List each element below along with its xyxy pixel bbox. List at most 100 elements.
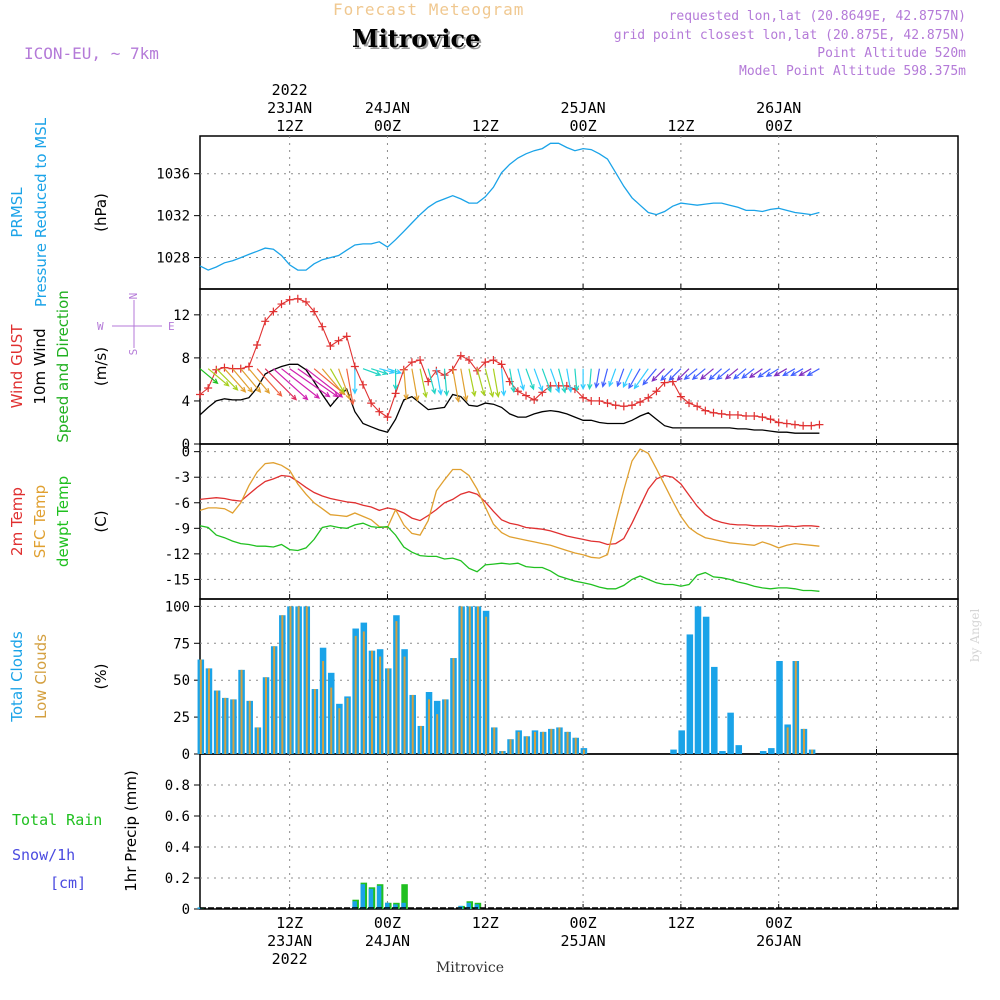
bar-low-clouds (566, 731, 569, 754)
y-tick-label: 100 (165, 599, 190, 615)
bar-total-clouds (719, 751, 726, 754)
wind-vector-arrow (509, 368, 516, 394)
bar-total-clouds (759, 751, 767, 754)
wind-vector-arrow (199, 368, 219, 385)
gust-marker (204, 384, 213, 393)
gust-marker (782, 419, 791, 428)
gust-marker (636, 398, 645, 407)
gust-marker (799, 421, 808, 430)
bar-snow (474, 904, 480, 909)
gust-marker (807, 421, 816, 430)
wind-vector-arrow (346, 368, 355, 406)
gust-marker (766, 415, 775, 424)
bottom-time-label: 00Z (570, 914, 597, 932)
wind-vector-arrow (633, 368, 649, 390)
top-time-label: 00Z (374, 117, 401, 135)
bar-low-clouds (240, 669, 243, 754)
bar-snow (393, 904, 398, 909)
bar-total-clouds (776, 661, 783, 754)
bar-snow (466, 902, 472, 909)
y-tick-label: -15 (165, 572, 190, 588)
wind-vector-arrow (338, 368, 351, 401)
bar-low-clouds (452, 658, 455, 754)
bar-low-clouds (582, 749, 585, 754)
precip-axis-label: 1hr Precip (mm) (122, 770, 140, 891)
bar-low-clouds (379, 656, 382, 754)
bar-low-clouds (468, 606, 471, 754)
bar-low-clouds (411, 694, 414, 754)
bar-low-clouds (224, 697, 227, 754)
bar-snow (197, 907, 203, 909)
bar-low-clouds (485, 616, 488, 754)
y-tick-label: 1036 (156, 167, 190, 183)
gust-marker (652, 387, 661, 396)
gust-marker (774, 418, 783, 427)
y-tick-label: -3 (173, 470, 190, 486)
bar-low-clouds (444, 699, 447, 754)
bar-snow (401, 902, 406, 909)
bar-low-clouds (802, 728, 805, 754)
gust-marker (456, 351, 465, 360)
bottom-time-label: 25JAN (560, 932, 605, 950)
wind-vector-arrow (587, 368, 593, 391)
gust-marker (424, 377, 433, 386)
panel-unit-clouds: (%) (92, 664, 110, 690)
panel-title-wind: Speed and Direction (54, 290, 72, 443)
bar-low-clouds (354, 635, 357, 754)
wind-vector-arrow (281, 368, 321, 399)
gust-marker (407, 358, 416, 367)
gust-marker (497, 360, 506, 369)
top-time-label: 26JAN (756, 99, 801, 117)
series-line-gust (199, 298, 820, 427)
bar-low-clouds (558, 727, 561, 754)
wind-vector-arrow (716, 368, 731, 380)
gust-marker (285, 295, 294, 304)
wind-vector-arrow (452, 368, 461, 403)
y-tick-label: 4 (182, 394, 190, 410)
gust-marker (220, 363, 229, 372)
model-point-altitude: Model Point Altitude 598.375m (739, 64, 966, 79)
gust-marker (391, 389, 400, 398)
gust-marker (554, 381, 563, 390)
bar-low-clouds (811, 749, 814, 754)
compass-west: W (97, 320, 104, 333)
wind-vector-arrow (500, 368, 507, 397)
panel-title-temperature: SFC Temp (31, 485, 49, 558)
bar-low-clouds (436, 714, 439, 754)
gust-marker (750, 412, 759, 421)
bar-snow (368, 888, 374, 909)
gust-marker (733, 410, 742, 419)
top-time-label: 12Z (276, 117, 303, 135)
wind-vector-arrow (798, 368, 812, 377)
gust-marker (334, 336, 343, 345)
wind-vector-arrow (297, 368, 339, 398)
wind-vector-arrow (207, 368, 230, 387)
y-tick-label: 25 (173, 710, 190, 726)
bar-low-clouds (273, 646, 276, 754)
bar-low-clouds (460, 606, 463, 754)
bar-low-clouds (289, 606, 292, 754)
gust-marker (367, 399, 376, 408)
y-tick-label: 8 (182, 351, 190, 367)
top-time-label: 00Z (765, 117, 792, 135)
bar-low-clouds (232, 699, 235, 754)
bar-total-clouds (670, 749, 677, 754)
bar-low-clouds (346, 697, 349, 754)
gust-marker (619, 402, 628, 411)
bar-total-clouds (686, 634, 694, 754)
panel-title-temperature: 2m Temp (8, 487, 26, 556)
panel-unit-pressure: (hPa) (92, 193, 110, 232)
bar-total-clouds (768, 748, 775, 754)
bar-snow (385, 902, 390, 909)
wind-vector-arrow (443, 368, 450, 397)
wind-vector-arrow (215, 368, 239, 391)
y-tick-label: -9 (173, 521, 190, 537)
gust-marker (530, 395, 539, 404)
wind-vector-arrow (289, 368, 331, 398)
bar-low-clouds (501, 751, 504, 754)
gust-marker (261, 317, 270, 326)
wind-vector-arrow (580, 368, 586, 391)
series-line-prmsl (199, 142, 820, 271)
gust-marker (342, 332, 351, 341)
wind-vector-arrow (232, 368, 254, 394)
